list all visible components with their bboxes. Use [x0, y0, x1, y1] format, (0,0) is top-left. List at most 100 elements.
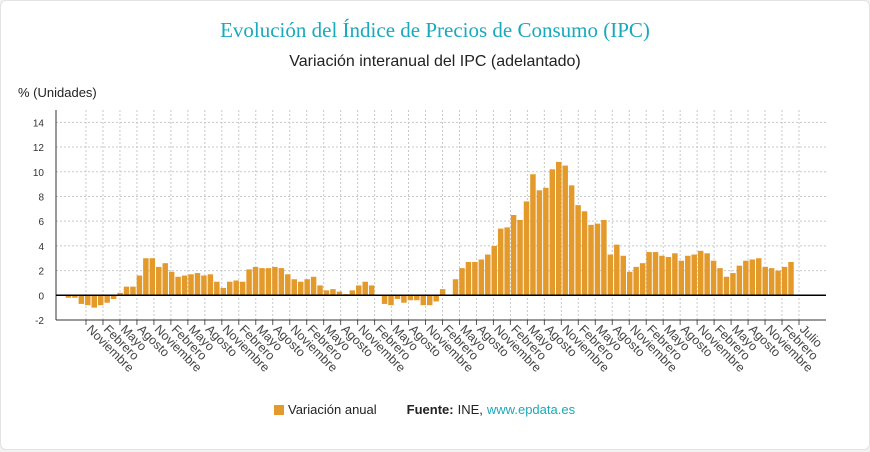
bar	[433, 295, 439, 302]
bar	[556, 161, 562, 296]
legend-series-label: Variación anual	[288, 402, 377, 417]
bar	[510, 215, 517, 296]
bar	[252, 266, 259, 296]
bar	[775, 270, 781, 296]
bar	[601, 219, 607, 296]
bar	[239, 281, 246, 296]
bar	[220, 287, 227, 296]
bar	[323, 290, 330, 296]
y-tick-label: 0	[38, 291, 44, 302]
bar	[646, 252, 652, 296]
bar	[368, 285, 375, 296]
y-tick-label: 2	[38, 267, 44, 278]
bar	[259, 268, 265, 296]
bar	[749, 259, 756, 296]
bar	[149, 258, 156, 296]
bar	[620, 255, 627, 296]
bar	[233, 280, 239, 296]
bar	[226, 281, 233, 296]
bar	[588, 224, 594, 296]
bar	[568, 185, 575, 296]
source-name: INE,	[457, 402, 483, 417]
bar	[297, 281, 304, 296]
bar	[394, 295, 401, 299]
bar	[110, 295, 117, 299]
bar	[743, 260, 749, 296]
bar	[162, 263, 168, 296]
bar	[117, 292, 123, 296]
bar	[665, 257, 672, 296]
bar	[136, 275, 143, 296]
bar	[465, 261, 472, 296]
bar	[452, 279, 459, 296]
y-tick-label: 8	[38, 192, 44, 203]
bar	[549, 169, 556, 296]
bar	[104, 295, 110, 303]
bar	[562, 165, 568, 296]
bar	[414, 295, 420, 301]
bar	[330, 289, 336, 296]
bar	[659, 255, 665, 296]
bar	[691, 254, 697, 296]
y-tick-label: 10	[33, 168, 45, 179]
y-tick-label: 6	[38, 217, 44, 228]
bar	[788, 261, 794, 296]
bar	[704, 253, 710, 296]
bar	[194, 273, 201, 296]
bar	[426, 295, 433, 306]
bar	[730, 273, 736, 296]
bar	[310, 276, 317, 296]
bar	[336, 291, 343, 296]
bar	[175, 276, 181, 296]
bar	[536, 190, 543, 296]
bar	[652, 252, 659, 296]
bar	[517, 219, 523, 296]
bar	[504, 227, 510, 296]
bar	[581, 211, 588, 296]
legend-swatch	[274, 404, 284, 415]
bar	[697, 250, 704, 296]
bar	[388, 295, 394, 306]
bar	[91, 295, 97, 308]
bar	[291, 279, 297, 296]
bar	[420, 295, 427, 306]
bar	[639, 263, 646, 296]
bar	[130, 286, 136, 296]
y-tick-label: 4	[38, 242, 44, 253]
bar	[97, 295, 104, 306]
bar	[246, 269, 252, 296]
axes: -202468101214NoviembreFebreroMayoAgostoN…	[33, 110, 826, 375]
bar	[459, 268, 465, 296]
bar	[478, 259, 485, 296]
y-tick-label: 14	[33, 118, 45, 129]
bar	[78, 295, 85, 304]
source-label: Fuente:	[406, 402, 454, 417]
bar	[594, 223, 601, 296]
bar	[156, 266, 162, 296]
bar	[356, 285, 362, 296]
source-link[interactable]: www.epdata.es	[486, 402, 576, 417]
bar	[781, 266, 788, 296]
bar	[607, 254, 614, 296]
bar	[439, 289, 446, 296]
bar	[485, 254, 491, 296]
bar	[181, 275, 188, 296]
bar	[756, 258, 762, 296]
bar	[768, 268, 775, 296]
bar	[285, 274, 291, 296]
bar	[85, 295, 91, 306]
bar	[168, 271, 175, 296]
bar	[278, 268, 285, 296]
bar	[401, 295, 407, 303]
bars	[65, 161, 794, 308]
bar	[633, 266, 639, 296]
bar	[214, 281, 220, 296]
bar	[72, 295, 78, 298]
bar	[265, 268, 272, 296]
bar	[685, 255, 691, 296]
y-tick-label: -2	[35, 316, 44, 327]
bar	[349, 290, 356, 296]
bar	[575, 205, 581, 296]
